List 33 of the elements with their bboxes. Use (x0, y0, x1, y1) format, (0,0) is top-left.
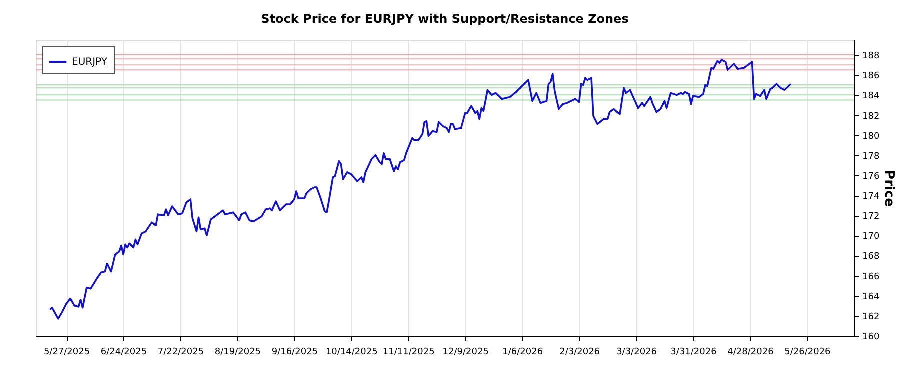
y-tick-label: 162 (862, 312, 880, 322)
y-tick-label: 160 (862, 332, 880, 342)
y-tick-label: 174 (862, 192, 880, 202)
y-tick-label: 168 (862, 252, 880, 262)
x-tick-label: 6/24/2025 (100, 348, 148, 358)
y-tick-label: 186 (862, 72, 880, 82)
x-tick-label: 3/3/2026 (616, 348, 658, 358)
y-tick-label: 180 (862, 132, 880, 142)
y-tick-label: 178 (862, 152, 880, 162)
line-series (49, 59, 792, 320)
y-tick-label: 188 (862, 52, 880, 62)
x-tick-label: 3/31/2026 (670, 348, 718, 358)
x-tick-label: 12/9/2025 (442, 348, 489, 358)
y-tick-label: 164 (862, 292, 880, 302)
y-tick-label: 166 (862, 272, 880, 282)
x-tick-label: 2/3/2026 (560, 348, 600, 358)
y-tick-label: 176 (862, 172, 880, 182)
x-tick-label: 10/14/2025 (326, 348, 378, 358)
y-axis-title: Price (882, 170, 897, 208)
y-tick-label: 182 (862, 112, 880, 122)
x-tick-label: 9/16/2025 (272, 348, 318, 358)
x-tick-label: 11/11/2025 (382, 348, 435, 358)
legend-label: EURJPY (72, 57, 108, 68)
x-tick-label: 5/26/2026 (784, 348, 832, 358)
y-tick-label: 184 (862, 92, 880, 102)
x-tick-label: 8/19/2025 (214, 348, 262, 358)
x-tick-label: 5/27/2025 (44, 348, 90, 358)
x-tick-label: 1/6/2026 (502, 348, 544, 358)
y-tick-label: 172 (862, 212, 880, 222)
y-tick-label: 170 (862, 232, 880, 242)
x-tick-label: 7/22/2025 (158, 348, 204, 358)
chart-title: Stock Price for EURJPY with Support/Resistance Zones (261, 12, 629, 26)
x-tick-label: 4/28/2026 (728, 348, 774, 358)
